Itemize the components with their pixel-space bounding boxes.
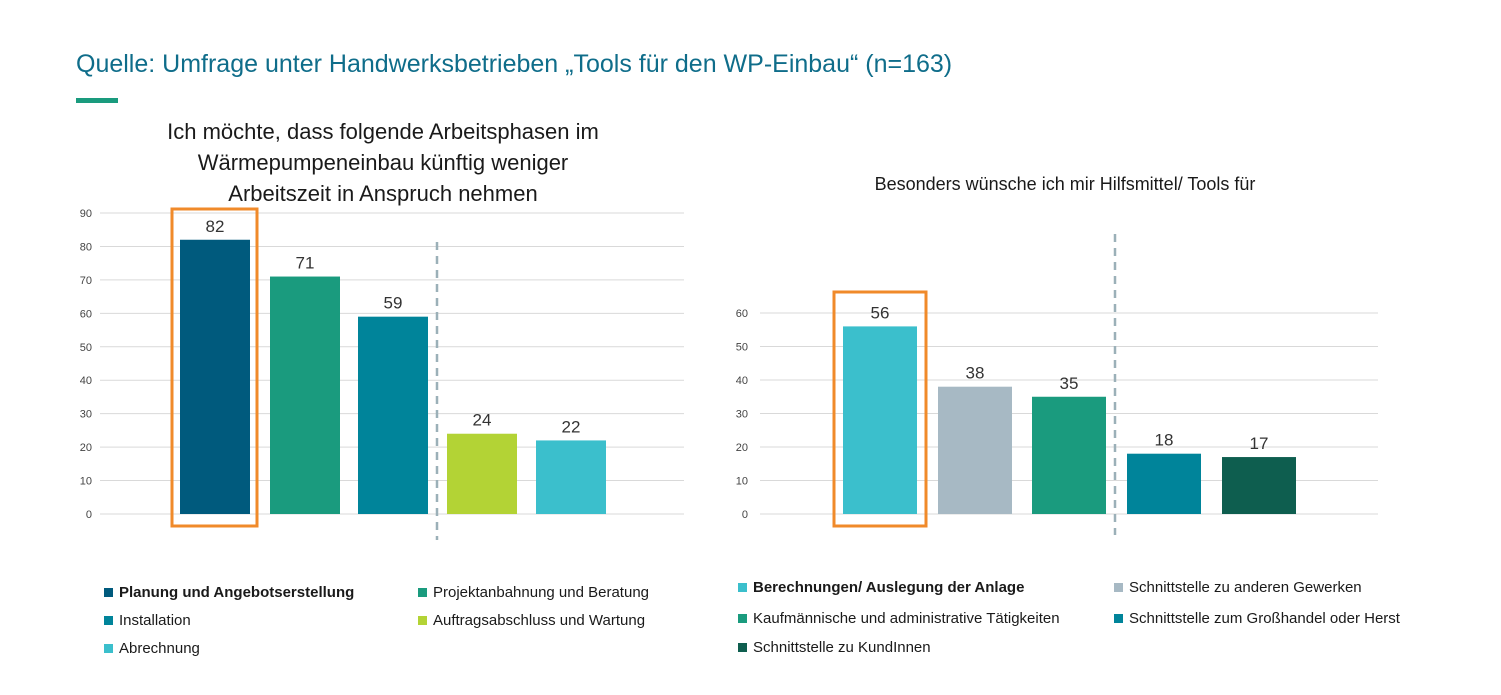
legend-swatch [418,588,427,597]
legend-swatch [104,616,113,625]
left-bar-value-label-1: 82 [206,217,225,236]
right-legend-item-1: Berechnungen/ Auslegung der Anlage [738,579,1024,596]
right-bar-value-label-1: 56 [871,303,890,322]
right-chart-title: Besonders wünsche ich mir Hilfsmittel/ T… [874,174,1256,194]
right-y-tick-label-20: 20 [736,442,748,454]
legend-swatch [418,616,427,625]
right-y-tick-label-40: 40 [736,375,748,387]
right-bar-value-label-2: 38 [966,364,985,383]
right-bar-value-label-4: 18 [1155,431,1174,450]
legend-swatch [104,644,113,653]
legend-label: Abrechnung [119,640,200,657]
left-bar-value-label-5: 22 [562,417,581,436]
left-y-tick-label-80: 80 [80,241,92,253]
left-legend-item-2: Projektanbahnung und Beratung [418,584,649,601]
left-bar-5 [536,440,606,514]
left-bar-2 [270,276,340,514]
right-legend-item-5: Schnittstelle zu KundInnen [738,639,931,656]
left-y-tick-label-30: 30 [80,409,92,421]
legend-swatch [104,588,113,597]
right-bar-value-label-5: 17 [1250,434,1269,453]
legend-label: Auftragsabschluss und Wartung [433,612,646,629]
left-legend-item-5: Abrechnung [104,640,200,657]
legend-swatch [738,643,747,652]
legend-label: Schnittstelle zu anderen Gewerken [1129,579,1362,596]
left-y-tick-label-40: 40 [80,375,92,387]
left-legend-item-4: Auftragsabschluss und Wartung [418,612,645,629]
left-bar-value-label-4: 24 [473,411,492,430]
left-bar-3 [358,316,428,514]
right-bar-value-label-3: 35 [1060,374,1079,393]
legend-swatch [738,583,747,592]
right-bar-2 [938,386,1012,514]
legend-label: Schnittstelle zum Großhandel oder Herst [1129,610,1400,627]
legend-swatch [738,614,747,623]
left-legend-item-1: Planung und Angebotserstellung [104,584,354,601]
left-y-tick-label-90: 90 [80,208,92,220]
right-bar-3 [1032,396,1106,514]
left-y-tick-label-20: 20 [80,442,92,454]
left-bar-value-label-2: 71 [296,254,315,273]
left-bar-1 [180,239,250,514]
legend-swatch [1114,614,1123,623]
left-chart-title-line-2: Wärmepumpeneinbau künftig weniger [197,150,569,175]
left-y-tick-label-10: 10 [80,476,92,488]
left-bar-4 [447,433,517,514]
legend-label: Kaufmännische und administrative Tätigke… [753,610,1060,627]
right-y-tick-label-50: 50 [736,342,748,354]
right-y-tick-label-60: 60 [736,308,748,320]
legend-label: Berechnungen/ Auslegung der Anlage [753,579,1025,596]
right-legend-item-2: Schnittstelle zu anderen Gewerken [1114,579,1362,596]
headline-accent-bar [76,98,118,103]
right-y-tick-label-0: 0 [742,509,748,521]
left-chart-title-line-3: Arbeitszeit in Anspruch nehmen [228,181,538,206]
left-y-tick-label-60: 60 [80,308,92,320]
left-y-tick-label-0: 0 [86,509,92,521]
left-chart-title: Ich möchte, dass folgende Arbeitsphasen … [120,116,646,209]
right-bar-5 [1222,457,1296,514]
right-bar-4 [1127,453,1201,514]
legend-swatch [1114,583,1123,592]
right-y-tick-label-30: 30 [736,409,748,421]
right-legend-item-3: Kaufmännische und administrative Tätigke… [738,610,1060,627]
legend-label: Schnittstelle zu KundInnen [753,639,931,656]
legend-label: Projektanbahnung und Beratung [433,584,650,601]
left-y-tick-label-50: 50 [80,342,92,354]
right-bar-1 [843,326,917,514]
right-legend-item-4: Schnittstelle zum Großhandel oder Herst [1114,610,1400,627]
legend-label: Installation [119,612,191,629]
left-chart-title-line-1: Ich möchte, dass folgende Arbeitsphasen … [167,119,599,144]
left-highlight-box [170,207,259,528]
left-y-tick-label-70: 70 [80,275,92,287]
left-bar-value-label-3: 59 [384,294,403,313]
left-legend-item-3: Installation [104,612,191,629]
page-headline: Quelle: Umfrage unter Handwerksbetrieben… [76,50,953,78]
right-highlight-box [832,290,928,528]
legend-label: Planung und Angebotserstellung [119,584,355,601]
right-y-tick-label-10: 10 [736,476,748,488]
